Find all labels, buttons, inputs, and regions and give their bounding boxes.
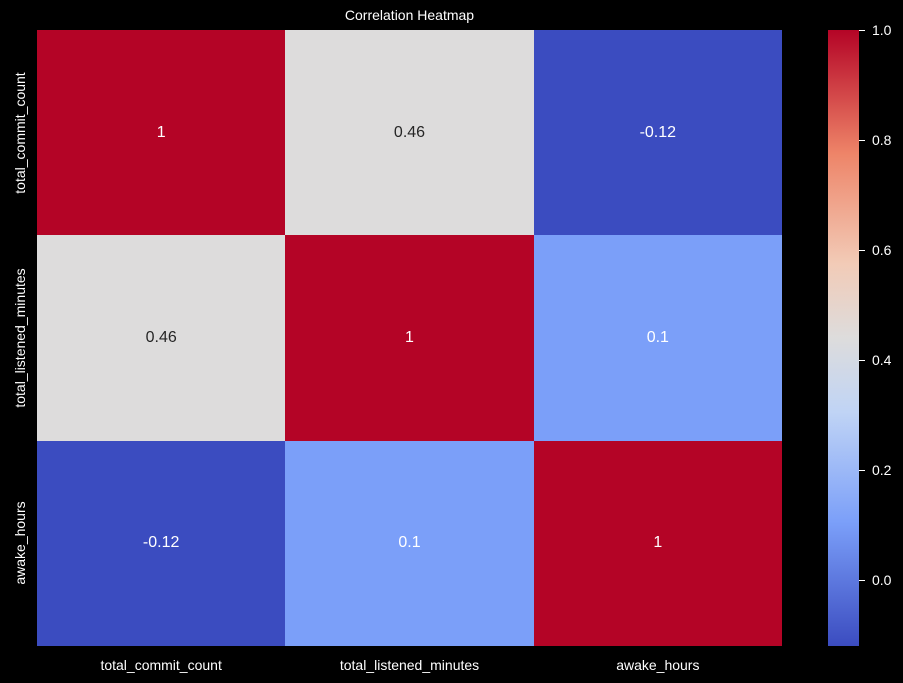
heatmap-cell: 1 [37, 30, 286, 236]
heatmap-cell: 0.46 [37, 235, 286, 441]
heatmap-cell: 1 [533, 440, 782, 646]
chart-title: Correlation Heatmap [344, 7, 475, 23]
colorbar-tick [859, 250, 865, 251]
colorbar-tick-label: 0.0 [872, 572, 892, 588]
colorbar-tick [859, 30, 865, 31]
x-axis-label: total_commit_count [100, 657, 222, 673]
colorbar-tick [859, 140, 865, 141]
y-axis-label: awake_hours [12, 501, 28, 585]
colorbar-tick-label: 0.6 [872, 242, 892, 258]
heatmap-cell: 0.1 [285, 440, 534, 646]
colorbar-tick [859, 470, 865, 471]
heatmap-grid: 1 0.46 -0.12 0.46 1 0.1 -0.12 0.1 1 [37, 30, 782, 646]
heatmap-cell: 0.1 [533, 235, 782, 441]
heatmap-cell: -0.12 [37, 440, 286, 646]
colorbar-tick-label: 0.2 [872, 462, 892, 478]
colorbar-tick [859, 360, 865, 361]
heatmap-cell: 1 [285, 235, 534, 441]
colorbar-tick-label: 0.4 [872, 352, 892, 368]
colorbar-tick-label: 0.8 [872, 132, 892, 148]
colorbar-tick-label: 1.0 [872, 22, 892, 38]
heatmap-cell: 0.46 [285, 30, 534, 236]
y-axis-label: total_commit_count [12, 71, 28, 194]
x-axis-label: awake_hours [616, 657, 700, 673]
colorbar-tick [859, 580, 865, 581]
colorbar [828, 30, 859, 646]
y-axis-label: total_listened_minutes [12, 268, 28, 408]
heatmap-cell: -0.12 [533, 30, 782, 236]
x-axis-label: total_listened_minutes [339, 657, 480, 673]
